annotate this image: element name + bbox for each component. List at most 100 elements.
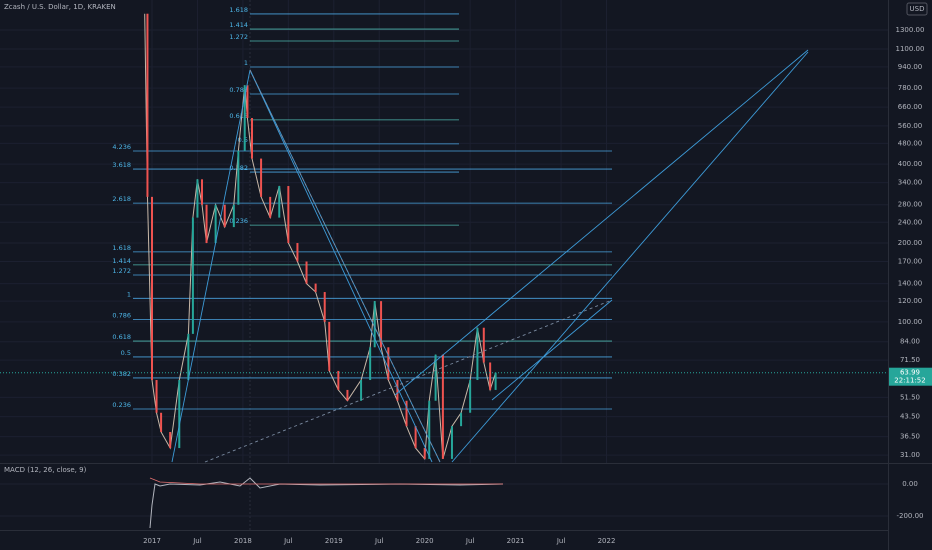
fib-label: 0.5	[121, 349, 131, 357]
candle	[450, 426, 453, 459]
candle	[260, 158, 263, 197]
symbol-title: Zcash / U.S. Dollar, 1D, KRAKEN	[4, 3, 116, 11]
fib-label: 0.382	[112, 370, 131, 378]
candle	[169, 432, 172, 449]
candle	[346, 389, 349, 401]
time-tick-label: 2018	[234, 537, 252, 545]
candle	[373, 301, 376, 348]
candle	[155, 380, 158, 413]
candle	[250, 117, 253, 159]
price-tick-label: 170.00	[898, 258, 923, 266]
price-tick-label: 660.00	[898, 103, 923, 111]
price-tick-label: 31.00	[900, 451, 920, 459]
candle	[305, 261, 308, 284]
fib-label: 0.618	[229, 112, 248, 120]
candle	[223, 204, 226, 228]
trend-line	[204, 299, 613, 463]
candle	[200, 179, 203, 205]
fib-label: 1.618	[112, 244, 131, 252]
fib-label: 0.786	[112, 312, 131, 320]
candle	[205, 204, 208, 244]
candle	[187, 333, 190, 381]
fib-label: 1.272	[112, 267, 131, 275]
time-tick-label: 2020	[416, 537, 434, 545]
time-tick-label: 2019	[325, 537, 343, 545]
candle	[387, 347, 390, 381]
price-tick-label: 780.00	[898, 84, 923, 92]
price-tick-label: 84.00	[900, 338, 920, 346]
candle	[476, 327, 479, 381]
price-tick-label: 280.00	[898, 201, 923, 209]
price-tick-label: 480.00	[898, 139, 923, 147]
trend-line	[249, 69, 433, 463]
macd-pane	[149, 477, 504, 529]
candle	[380, 301, 383, 348]
candle	[296, 243, 299, 262]
fib-label: 0.236	[112, 401, 131, 409]
price-tick-label: 560.00	[898, 122, 923, 130]
candle	[151, 196, 153, 381]
price-tick-label: 940.00	[898, 63, 923, 71]
time-tick-label: 2022	[598, 537, 616, 545]
price-tick-label: 140.00	[898, 280, 923, 288]
macd-tick-label: 0.00	[902, 480, 918, 488]
candle	[369, 347, 372, 381]
currency-label[interactable]: USD	[910, 5, 925, 13]
candle	[434, 354, 437, 401]
price-tick-label: 43.50	[900, 413, 920, 421]
time-tick-label: Jul	[192, 537, 202, 545]
fib-label: 0.618	[112, 333, 131, 341]
candle	[423, 448, 426, 459]
candle	[323, 292, 326, 322]
macd-signal	[149, 477, 503, 485]
candle	[482, 327, 485, 363]
price-tick-label: 240.00	[898, 218, 923, 226]
countdown-label: 22:11:52	[894, 377, 925, 385]
candle	[246, 85, 249, 118]
price-tick-label: 120.00	[898, 297, 923, 305]
candle	[243, 85, 246, 151]
price-tick-label: 71.50	[900, 356, 920, 364]
candle	[414, 426, 417, 449]
trend-lines	[171, 49, 809, 463]
fib-label: 3.618	[112, 161, 131, 169]
candle	[214, 204, 217, 244]
price-tick-label: 1100.00	[896, 45, 925, 53]
time-tick-label: Jul	[374, 537, 384, 545]
candle	[269, 196, 272, 218]
macd-label: MACD (12, 26, close, 9)	[4, 466, 87, 474]
trend-line	[171, 69, 251, 463]
currency-button[interactable]	[906, 2, 928, 16]
price-tick-label: 400.00	[898, 160, 923, 168]
fib-label: 1	[127, 290, 131, 298]
macd-tick-label: -200.00	[896, 512, 923, 520]
candle	[191, 217, 194, 334]
candle	[469, 380, 472, 413]
fib-label: 1.414	[112, 257, 131, 265]
candle	[441, 354, 444, 459]
price-tick-label: 36.50	[900, 433, 920, 441]
candle	[146, 13, 149, 197]
fib-label: 1.272	[229, 33, 248, 41]
candle	[196, 179, 199, 218]
candle	[178, 380, 181, 449]
fib-label: 4.236	[112, 143, 131, 151]
fib-label: 0.786	[229, 86, 248, 94]
candle	[328, 321, 331, 371]
fib-label: 1.414	[229, 21, 248, 29]
trend-line	[491, 299, 613, 401]
candle	[278, 186, 281, 218]
candle	[460, 412, 463, 427]
candle	[360, 380, 363, 401]
time-tick-label: Jul	[465, 537, 475, 545]
main-pane: 4.236 3.618 2.618 1.618 1.414 1.272 1 0.786 0.61…	[0, 0, 888, 463]
time-tick-label: 2021	[507, 537, 525, 545]
price-tick-label: 51.50	[900, 393, 920, 401]
fib-label: 2.618	[112, 195, 131, 203]
fib-label: 1	[244, 59, 248, 67]
candle	[405, 400, 408, 427]
candle	[232, 204, 235, 228]
price-tick-label: 100.00	[898, 318, 923, 326]
last-price-label: 63.99	[900, 369, 920, 377]
